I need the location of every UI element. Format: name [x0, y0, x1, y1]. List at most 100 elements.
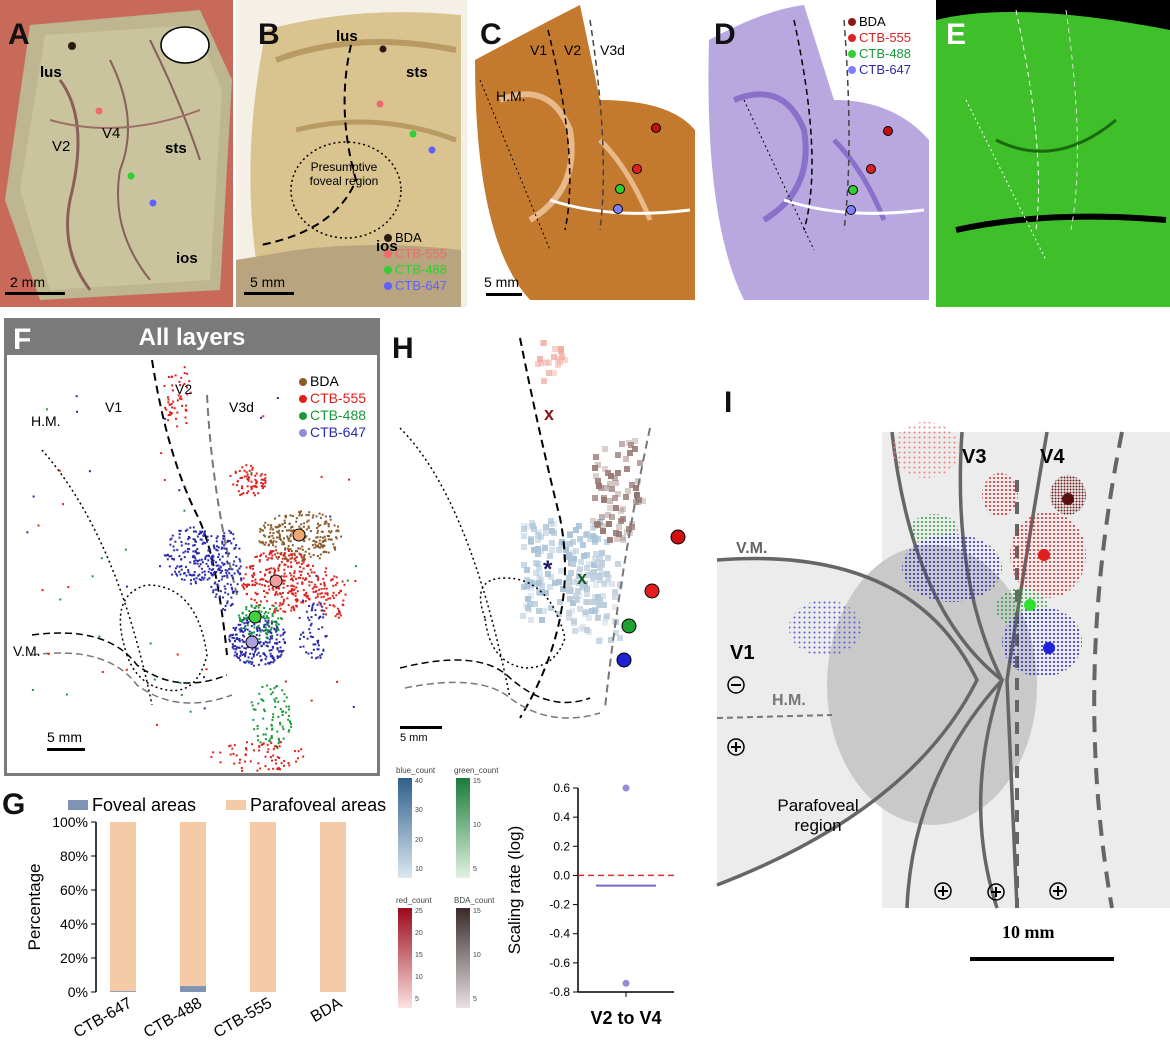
colorbar-tick: 10 — [415, 974, 423, 981]
panel-g: G Foveal areas Parafoveal areas 0% 20% 40% 60… — [0, 780, 392, 1053]
panel-h: H x x * 5 mm — [390, 318, 710, 748]
colorbar-gradient — [398, 908, 412, 1008]
colorbar-gradient — [398, 778, 412, 878]
scale-label: 5 mm — [47, 729, 82, 745]
y-tick-label: 0.4 — [553, 810, 570, 824]
y-tick-label: -0.8 — [549, 985, 570, 999]
panel-d: D BDA CTB-555 CTB-488 CTB-647 — [704, 0, 933, 307]
y-axis-title: Percentage — [25, 864, 44, 951]
colorbar-gradient — [456, 908, 470, 1008]
legend-item-bda: BDA — [848, 14, 911, 30]
colorbars: blue_count 40 30 20 10 green_count 15 10 5 red_co… — [396, 766, 506, 1026]
colorbar-red-count: red_count 25 20 15 10 5 — [396, 896, 451, 1014]
injection-ctb647 — [245, 635, 259, 649]
panel-f-title: All layers — [138, 324, 246, 351]
label-v1: V1 — [105, 399, 123, 415]
panel-f: F All layers H.M. V1 V2 V3d V.M. BDA CTB… — [4, 318, 380, 776]
colorbar-blue-count: blue_count 40 30 20 10 — [396, 766, 451, 884]
y-tick-label: 80% — [60, 848, 88, 864]
label-lus: lus — [40, 64, 62, 81]
colorbar-green-count: green_count 15 10 5 — [454, 766, 509, 884]
label-ios: ios — [376, 238, 398, 255]
panel-a: A lus V2 V4 sts ios 2 mm — [0, 0, 233, 307]
panel-d-letter: D — [714, 18, 736, 51]
label-v2: V2 — [52, 138, 71, 155]
stacked-bar-chart: Foveal areas Parafoveal areas 0% 20% 40% 60% 8… — [25, 795, 386, 1042]
injection-ctb488 — [248, 610, 262, 624]
label-fovea: Presumptive foveal region — [309, 160, 379, 188]
bar-foveal — [180, 986, 206, 992]
label-lus: lus — [336, 28, 358, 45]
x-tick-label: CTB-647 — [71, 995, 135, 1042]
colorbar-tick: 20 — [415, 930, 423, 937]
y-tick-label: 0.0 — [553, 868, 570, 882]
injection-bda — [670, 529, 686, 545]
colorbar-tick: 10 — [415, 866, 423, 873]
panel-b-letter: B — [258, 18, 280, 51]
legend-item-ctb488: CTB-488 — [848, 46, 911, 62]
label-ios: ios — [176, 250, 198, 267]
colorbar-tick: 15 — [473, 908, 481, 915]
mark-star: * — [543, 556, 553, 583]
y-tick-label: 0% — [68, 984, 88, 1000]
label-v3d: V3d — [600, 42, 625, 58]
panel-b-photo — [236, 0, 467, 307]
colorbar-tick: 15 — [415, 952, 423, 959]
legend-swatch-foveal — [68, 800, 88, 810]
y-tick-label: 0.2 — [553, 839, 570, 853]
y-tick-label: 0.6 — [553, 781, 570, 795]
panel-h-map — [399, 337, 686, 729]
colorbar-tick: 5 — [473, 866, 477, 873]
panel-g-letter: G — [2, 788, 26, 821]
bar-parafoveal — [250, 822, 276, 992]
panel-f-header — [7, 321, 377, 355]
colorbar-tick: 25 — [415, 908, 423, 915]
legend-item-bda: BDA — [299, 373, 366, 390]
label-hm: H.M. — [31, 413, 61, 429]
panel-c-letter: C — [480, 18, 502, 51]
y-tick-label: -0.6 — [549, 956, 570, 970]
panel-d-legend: BDA CTB-555 CTB-488 CTB-647 — [848, 14, 911, 78]
y-tick-label: -0.2 — [549, 898, 570, 912]
label-vm: V.M. — [736, 540, 768, 557]
colorbar-title: red_count — [396, 896, 432, 905]
colorbar-title: green_count — [454, 766, 499, 775]
panel-e-photo — [936, 0, 1170, 307]
label-sts: sts — [165, 140, 187, 157]
colorbar-tick: 40 — [415, 778, 423, 785]
y-tick-label: -0.4 — [549, 927, 570, 941]
label-vm: V.M. — [13, 643, 41, 659]
panel-c: C V1 V2 V3d H.M. 5 mm — [470, 0, 702, 307]
scale-label: 5 mm — [400, 732, 428, 744]
colorbar-tick: 30 — [415, 807, 423, 815]
label-v4: V4 — [102, 125, 121, 142]
injection-bda — [292, 528, 306, 542]
colorbar-tick: 10 — [473, 822, 481, 829]
panel-b-legend: BDA CTB-555 CTB-488 CTB-647 — [384, 230, 447, 294]
legend-item-ctb647: CTB-647 — [299, 424, 366, 441]
panel-i-letter: I — [724, 386, 733, 419]
colorbar-BDA-count: BDA_count 15 10 5 — [454, 896, 509, 1014]
panel-d-photo — [704, 0, 933, 307]
bar-foveal — [110, 991, 136, 992]
y-tick-label: 60% — [60, 882, 88, 898]
mark-x-green: x — [577, 568, 588, 588]
x-tick-label: V2 to V4 — [590, 1008, 661, 1028]
legend-swatch-parafoveal — [226, 800, 246, 810]
scale-label: 2 mm — [10, 274, 45, 290]
label-hm: H.M. — [496, 88, 526, 104]
legend-item-ctb555: CTB-555 — [384, 246, 447, 262]
label-v2: V2 — [175, 381, 193, 397]
data-point — [622, 784, 630, 792]
label-v2: V2 — [564, 42, 582, 58]
legend-item-ctb488: CTB-488 — [299, 407, 366, 424]
label-hm: H.M. — [772, 692, 806, 709]
legend-label-foveal: Foveal areas — [92, 795, 196, 815]
colorbar-tick: 20 — [415, 836, 423, 844]
scale-bar — [400, 726, 442, 729]
injection-ctb488 — [621, 618, 637, 634]
injection-ctb555 — [644, 583, 660, 599]
y-tick-label: 20% — [60, 950, 88, 966]
panel-i: I V3 V4 V.M. V1 H.M. Parafoveal region 1… — [712, 380, 1170, 980]
panel-f-letter: F — [13, 323, 32, 356]
